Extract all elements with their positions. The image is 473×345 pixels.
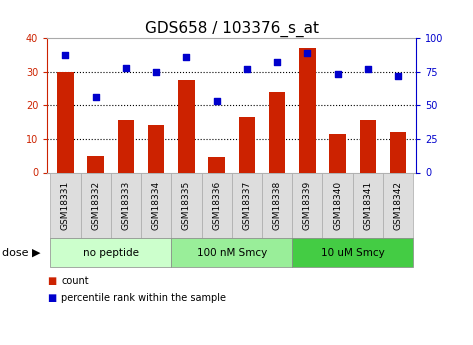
Text: GSM18339: GSM18339	[303, 181, 312, 230]
Bar	[57, 71, 74, 172]
Title: GDS658 / 103376_s_at: GDS658 / 103376_s_at	[145, 20, 319, 37]
Text: GSM18331: GSM18331	[61, 181, 70, 230]
Point	[243, 66, 251, 72]
Text: GSM18335: GSM18335	[182, 181, 191, 230]
Text: GSM18334: GSM18334	[152, 181, 161, 230]
Text: ■: ■	[47, 294, 57, 303]
Point	[394, 73, 402, 78]
Point	[364, 66, 372, 72]
Text: percentile rank within the sample: percentile rank within the sample	[61, 294, 227, 303]
Bar	[88, 156, 104, 172]
Text: dose ▶: dose ▶	[2, 248, 41, 258]
Point	[213, 98, 220, 104]
Text: GSM18333: GSM18333	[122, 181, 131, 230]
Bar	[299, 48, 315, 172]
Bar	[118, 120, 134, 172]
Text: GSM18338: GSM18338	[272, 181, 281, 230]
Text: GSM18337: GSM18337	[242, 181, 251, 230]
Point	[92, 95, 99, 100]
Text: 100 nM Smcy: 100 nM Smcy	[197, 248, 267, 258]
Bar	[148, 125, 165, 172]
Bar	[178, 80, 195, 172]
Text: no peptide: no peptide	[83, 248, 139, 258]
Point	[273, 59, 281, 65]
Bar	[238, 117, 255, 172]
Point	[122, 65, 130, 70]
Text: 10 uM Smcy: 10 uM Smcy	[321, 248, 385, 258]
Point	[304, 50, 311, 56]
Bar	[329, 134, 346, 172]
Text: GSM18342: GSM18342	[394, 181, 403, 230]
Point	[61, 53, 69, 58]
Bar	[390, 132, 406, 172]
Text: GSM18340: GSM18340	[333, 181, 342, 230]
Point	[183, 54, 190, 60]
Bar	[359, 120, 376, 172]
Text: ■: ■	[47, 276, 57, 286]
Bar	[269, 92, 285, 172]
Bar	[208, 157, 225, 172]
Point	[152, 69, 160, 74]
Text: count: count	[61, 276, 89, 286]
Text: GSM18341: GSM18341	[363, 181, 372, 230]
Point	[334, 71, 342, 77]
Text: GSM18336: GSM18336	[212, 181, 221, 230]
Text: GSM18332: GSM18332	[91, 181, 100, 230]
